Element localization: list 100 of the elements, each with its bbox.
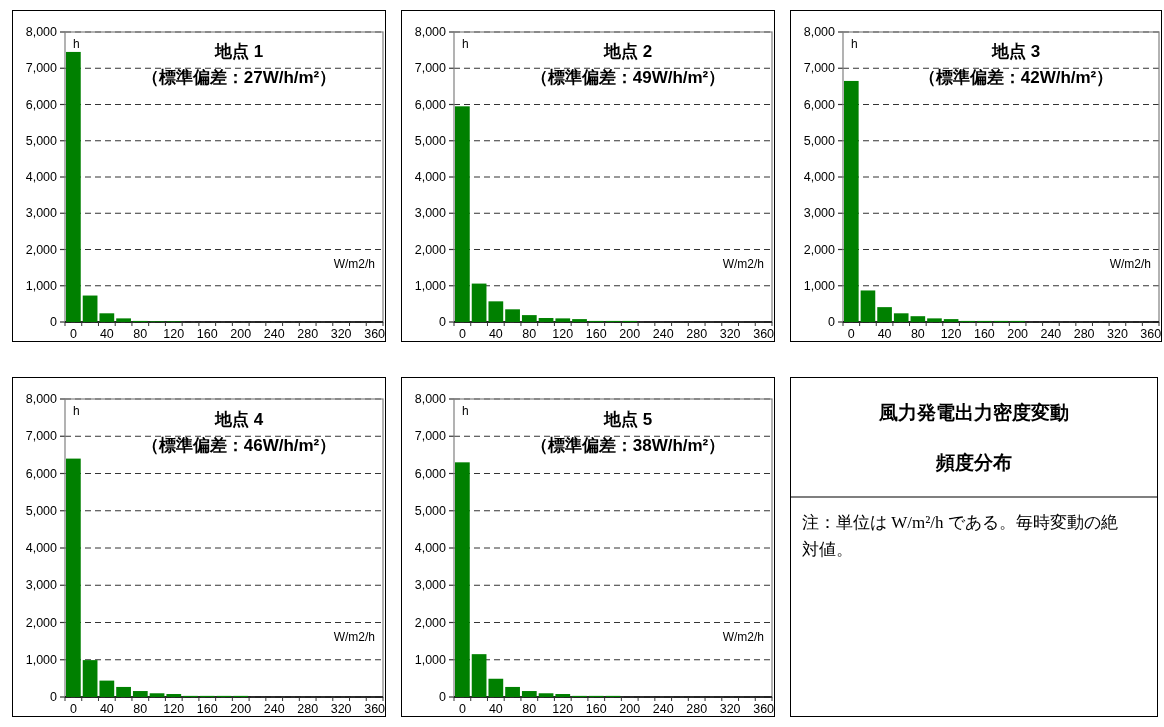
text: 地点 5: [602, 410, 653, 430]
x-axis-title: W/m2/h: [333, 256, 375, 271]
x-tick-label: 240: [1040, 327, 1062, 341]
bar: [116, 318, 131, 322]
text: （標準偏差：38W/h/m²）: [530, 436, 726, 456]
text: 地点 1: [213, 42, 264, 62]
bar: [538, 693, 554, 697]
x-tick-label: 240: [652, 702, 674, 716]
y-tick-label: 1,000: [414, 278, 447, 293]
x-tick-label: 280: [686, 702, 708, 716]
bar: [521, 315, 537, 322]
bar: [82, 660, 98, 697]
y-tick-label: 8,000: [414, 392, 447, 406]
x-tick-label: 160: [196, 702, 218, 716]
y-tick-label: 4,000: [414, 541, 447, 555]
y-tick-label: 4,000: [25, 170, 58, 184]
y-tick-label: 8,000: [803, 25, 836, 39]
y-axis-title: h: [462, 404, 469, 418]
x-tick-label: 200: [1007, 327, 1029, 341]
text: 風力発電出力密度変動: [878, 402, 1069, 423]
y-tick-label: 3,000: [414, 206, 447, 221]
x-tick-label: 320: [1106, 327, 1128, 341]
bar: [910, 316, 926, 322]
x-tick-label: 80: [522, 327, 537, 341]
x-tick-label: 120: [163, 702, 185, 716]
y-tick-label: 5,000: [414, 133, 447, 148]
x-tick-label: 0: [458, 702, 466, 716]
y-tick-label: 3,000: [414, 578, 447, 593]
text: 頻度分布: [935, 452, 1012, 473]
bar: [505, 686, 520, 697]
x-tick-label: 240: [652, 327, 674, 341]
bar: [943, 319, 959, 322]
y-tick-label: 3,000: [25, 206, 58, 221]
x-tick-label: 280: [1073, 327, 1095, 341]
x-tick-label: 160: [585, 702, 607, 716]
x-tick-label: 280: [686, 327, 708, 341]
bar: [455, 462, 470, 697]
x-axis-title: W/m2/h: [722, 256, 764, 271]
text: 地点 4: [213, 410, 264, 430]
x-tick-label: 360: [753, 327, 775, 341]
bar: [66, 51, 81, 322]
y-tick-label: 6,000: [25, 97, 58, 112]
x-tick-label: 0: [458, 327, 466, 341]
text: 注：単位は W/m²/h である。毎時変動の絶対値。: [802, 512, 1119, 561]
x-tick-label: 160: [973, 327, 995, 341]
y-tick-label: 7,000: [25, 61, 58, 76]
x-tick-label: 200: [230, 327, 252, 341]
x-tick-label: 0: [847, 327, 855, 341]
x-tick-label: 40: [488, 327, 503, 341]
bar: [99, 313, 115, 322]
bar: [572, 319, 587, 322]
y-tick-label: 0: [828, 315, 836, 329]
x-tick-label: 0: [69, 702, 77, 716]
x-tick-label: 120: [552, 327, 574, 341]
x-tick-label: 360: [753, 702, 775, 716]
bar: [844, 80, 859, 322]
x-tick-label: 120: [163, 327, 185, 341]
y-tick-label: 6,000: [25, 466, 58, 481]
y-tick-label: 5,000: [25, 503, 58, 518]
y-tick-label: 5,000: [803, 133, 836, 148]
text: （標準偏差：42W/h/m²）: [918, 67, 1114, 87]
y-tick-label: 0: [439, 315, 447, 329]
y-tick-label: 4,000: [803, 170, 836, 184]
x-tick-label: 320: [719, 327, 741, 341]
x-tick-label: 360: [1140, 327, 1162, 341]
bar: [455, 106, 470, 322]
y-tick-label: 5,000: [414, 503, 447, 518]
y-tick-label: 3,000: [25, 578, 58, 593]
bar: [471, 654, 487, 697]
y-tick-label: 1,000: [414, 652, 447, 667]
x-tick-label: 40: [99, 702, 114, 716]
y-axis-title: h: [462, 37, 469, 51]
x-tick-label: 80: [910, 327, 925, 341]
bar: [116, 686, 131, 697]
y-axis-title: h: [73, 37, 80, 51]
y-tick-label: 2,000: [803, 242, 836, 257]
x-tick-label: 320: [330, 327, 352, 341]
y-tick-label: 7,000: [803, 61, 836, 76]
y-tick-label: 2,000: [25, 615, 58, 630]
text: （標準偏差：49W/h/m²）: [530, 67, 726, 87]
y-tick-label: 2,000: [414, 242, 447, 257]
y-tick-label: 6,000: [414, 97, 447, 112]
x-tick-label: 200: [619, 702, 641, 716]
bar: [99, 680, 115, 697]
x-tick-label: 80: [133, 327, 148, 341]
x-tick-label: 120: [552, 702, 574, 716]
y-tick-label: 4,000: [414, 170, 447, 184]
y-tick-label: 4,000: [25, 541, 58, 555]
x-tick-label: 320: [719, 702, 741, 716]
bar: [555, 694, 571, 697]
x-tick-label: 200: [619, 327, 641, 341]
y-tick-label: 0: [50, 690, 58, 704]
x-tick-label: 120: [940, 327, 962, 341]
y-tick-label: 2,000: [414, 615, 447, 630]
y-tick-label: 7,000: [414, 61, 447, 76]
bar: [538, 318, 554, 322]
y-tick-label: 7,000: [414, 429, 447, 444]
text: 地点 3: [990, 42, 1041, 62]
bar: [488, 678, 504, 697]
y-tick-label: 8,000: [414, 25, 447, 39]
